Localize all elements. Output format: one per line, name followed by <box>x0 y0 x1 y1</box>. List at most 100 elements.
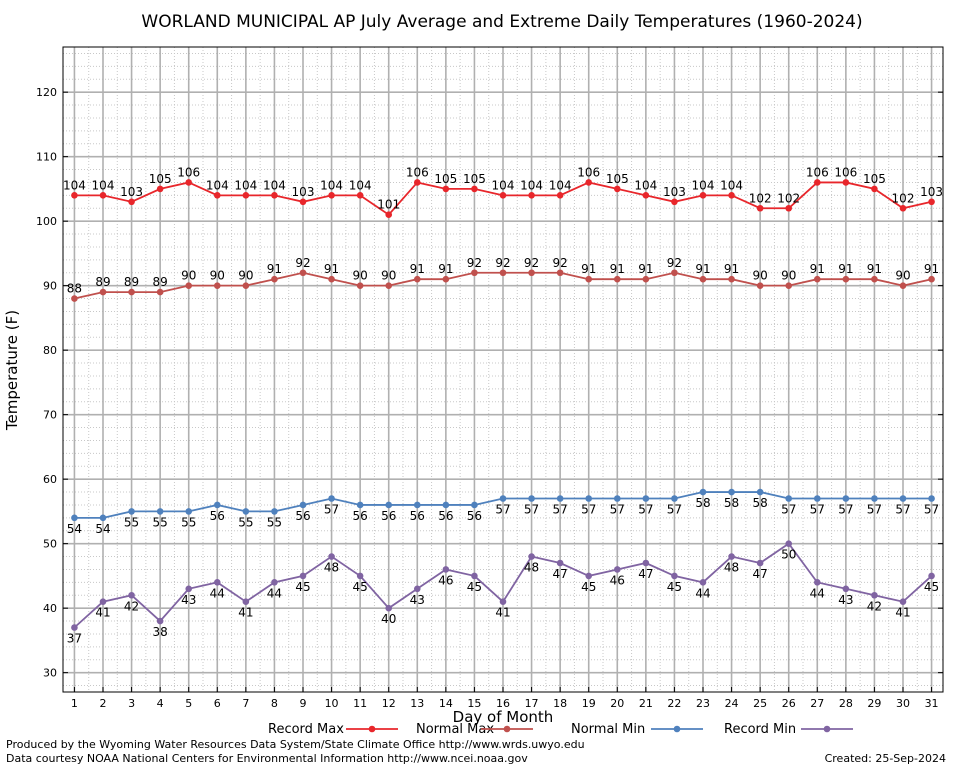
data-label: 91 <box>924 262 939 276</box>
footer-data-courtesy: Data courtesy NOAA National Centers for … <box>6 752 528 765</box>
data-label: 57 <box>924 503 939 517</box>
data-point <box>528 192 535 199</box>
x-tick-label: 28 <box>839 697 853 710</box>
data-point <box>271 192 278 199</box>
legend-label: Normal Min <box>571 722 645 737</box>
data-label: 57 <box>324 503 339 517</box>
data-point <box>613 275 621 283</box>
data-label: 106 <box>806 165 829 179</box>
legend-item: Record Max <box>268 722 398 737</box>
data-label: 92 <box>553 256 568 270</box>
data-point <box>185 179 193 186</box>
x-tick-label: 20 <box>610 697 624 710</box>
data-point <box>585 495 593 502</box>
data-point <box>699 488 707 496</box>
series-layer: 104 104 103 105 106 104 104 104 103 104 104 101 106 1… <box>63 165 943 645</box>
data-label: 91 <box>838 262 853 276</box>
data-label: 43 <box>410 593 425 607</box>
data-point <box>813 275 821 283</box>
data-point <box>756 488 764 496</box>
data-point <box>156 288 164 296</box>
data-point <box>556 192 564 199</box>
x-tick-label: 16 <box>496 697 510 710</box>
data-label: 43 <box>181 593 196 607</box>
data-label: 58 <box>724 496 739 510</box>
data-point <box>613 185 621 193</box>
data-point <box>442 566 450 573</box>
data-label: 45 <box>295 580 310 594</box>
data-point <box>728 275 735 283</box>
data-point <box>499 269 507 277</box>
data-point <box>899 204 907 212</box>
data-point <box>271 579 278 586</box>
data-label: 92 <box>524 256 539 270</box>
y-tick-label: 100 <box>36 215 57 228</box>
data-label: 104 <box>320 178 343 192</box>
data-label: 45 <box>581 580 596 594</box>
data-point <box>385 211 393 218</box>
data-point <box>356 572 364 580</box>
data-label: 55 <box>181 515 196 529</box>
data-label: 42 <box>124 599 139 613</box>
x-tick-label: 7 <box>242 697 249 710</box>
x-tick-label: 11 <box>353 697 367 710</box>
x-tick-label: 5 <box>185 697 192 710</box>
x-tick-label: 24 <box>725 697 739 710</box>
data-label: 103 <box>120 185 143 199</box>
data-label: 91 <box>324 262 339 276</box>
data-label: 89 <box>95 275 110 289</box>
data-label: 104 <box>63 178 86 192</box>
data-label: 102 <box>892 191 915 205</box>
data-point <box>585 179 593 186</box>
data-point <box>928 495 935 502</box>
data-point <box>499 192 507 199</box>
data-label: 44 <box>810 586 825 600</box>
data-label: 104 <box>720 178 743 192</box>
data-point <box>671 495 678 502</box>
data-point <box>328 192 335 199</box>
data-point <box>71 514 78 522</box>
data-label: 57 <box>667 503 682 517</box>
data-label: 90 <box>753 269 768 283</box>
data-label: 92 <box>495 256 510 270</box>
data-point <box>271 508 278 515</box>
data-label: 58 <box>695 496 710 510</box>
legend: Record Max Normal Max Normal Min Record Min <box>268 722 853 737</box>
data-point <box>242 508 250 515</box>
data-label: 57 <box>581 503 596 517</box>
data-point <box>356 282 364 289</box>
data-point <box>756 282 764 289</box>
data-label: 48 <box>524 561 539 575</box>
data-point <box>99 514 107 522</box>
y-tick-label: 90 <box>43 280 57 293</box>
data-point <box>499 495 507 502</box>
data-label: 105 <box>606 172 629 186</box>
data-point <box>99 598 107 605</box>
series-normal-min: 54 54 55 55 55 56 55 55 56 57 56 56 56 56 56 57 57 57 57 57… <box>67 488 939 536</box>
data-label: 54 <box>95 522 110 536</box>
x-tick-label: 14 <box>439 697 453 710</box>
data-label: 56 <box>353 509 368 523</box>
data-label: 46 <box>438 573 453 587</box>
data-label: 44 <box>695 586 710 600</box>
data-point <box>471 185 478 193</box>
data-label: 91 <box>610 262 625 276</box>
data-point <box>528 553 535 560</box>
data-point <box>213 192 221 199</box>
data-point <box>899 495 907 502</box>
x-tick-label: 31 <box>925 697 939 710</box>
data-point <box>728 553 735 560</box>
data-point <box>699 192 707 199</box>
x-tick-label: 23 <box>696 697 710 710</box>
data-point <box>871 275 878 283</box>
data-label: 90 <box>381 269 396 283</box>
data-point <box>871 495 878 502</box>
data-point <box>442 185 450 193</box>
data-label: 57 <box>867 503 882 517</box>
data-point <box>299 198 307 206</box>
y-tick-label: 30 <box>43 667 57 680</box>
data-point <box>642 192 650 199</box>
data-label: 43 <box>838 593 853 607</box>
